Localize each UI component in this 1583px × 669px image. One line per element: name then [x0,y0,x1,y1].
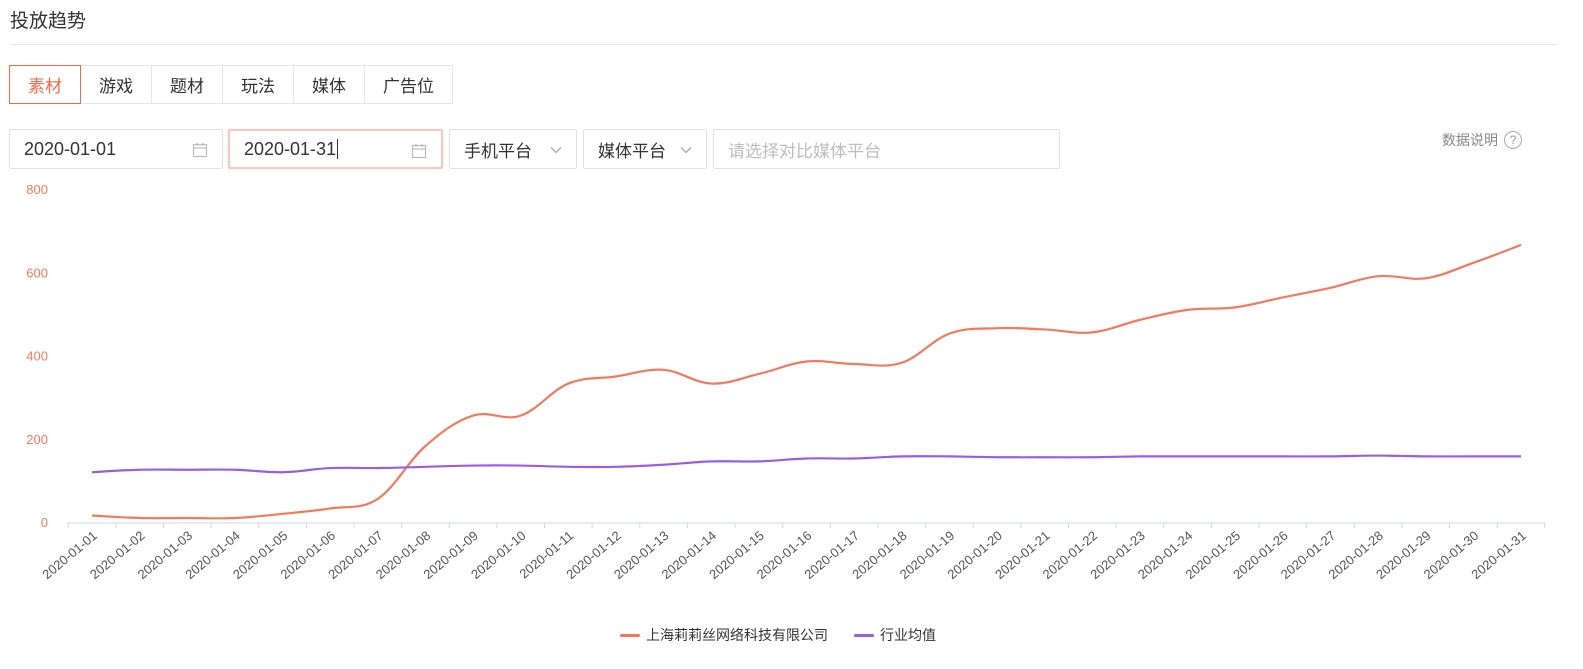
start-date-value: 2020-01-01 [24,138,117,159]
y-tick-label: 0 [41,515,48,530]
calendar-icon [192,143,208,158]
y-tick-label: 600 [26,265,48,280]
start-date-input[interactable]: 2020-01-01 [9,129,223,169]
series-line-industry-average [91,454,1521,474]
chevron-down-icon [550,147,562,154]
tab-theme[interactable]: 题材 [152,65,223,104]
chart-legend: 上海莉莉丝网络科技有限公司 行业均值 [620,625,962,645]
legend-swatch-company [620,633,640,637]
y-tick-label: 200 [26,432,48,447]
tab-media[interactable]: 媒体 [294,65,365,104]
compare-media-select[interactable]: 请选择对比媒体平台 [713,129,1060,169]
page-title: 投放趋势 [10,11,87,32]
legend-swatch-industry-average [854,633,874,637]
media-select-value: 媒体平台 [598,141,666,161]
calendar-icon [411,144,427,159]
tab-game[interactable]: 游戏 [81,65,152,104]
title-divider [10,44,1556,45]
legend-label-company: 上海莉莉丝网络科技有限公司 [646,627,828,643]
compare-media-placeholder: 请选择对比媒体平台 [728,141,881,161]
y-tick-label: 400 [26,349,48,364]
tab-material[interactable]: 素材 [9,65,81,104]
series-line-company [91,243,1522,520]
legend-label-industry-average: 行业均值 [880,627,936,643]
platform-select-value: 手机平台 [464,141,532,161]
help-icon[interactable]: ? [1504,131,1522,149]
legend-item-company[interactable]: 上海莉莉丝网络科技有限公司 [620,625,828,645]
data-note[interactable]: 数据说明 ? [1442,130,1522,150]
tab-gameplay[interactable]: 玩法 [223,65,294,104]
media-select[interactable]: 媒体平台 [583,129,707,169]
legend-item-industry-average[interactable]: 行业均值 [854,625,936,645]
chevron-down-icon [680,147,692,154]
platform-select[interactable]: 手机平台 [449,129,577,169]
end-date-value: 2020-01-31 [244,138,337,159]
tab-ad-placement[interactable]: 广告位 [365,65,453,104]
y-tick-label: 800 [26,182,48,197]
category-tabs: 素材 游戏 题材 玩法 媒体 广告位 [9,65,453,104]
line-chart: 02004006008002020-01-012020-01-022020-01… [26,182,1546,582]
end-date-input[interactable]: 2020-01-31 [228,129,443,169]
text-cursor [337,139,339,159]
data-note-label: 数据说明 [1442,132,1498,148]
